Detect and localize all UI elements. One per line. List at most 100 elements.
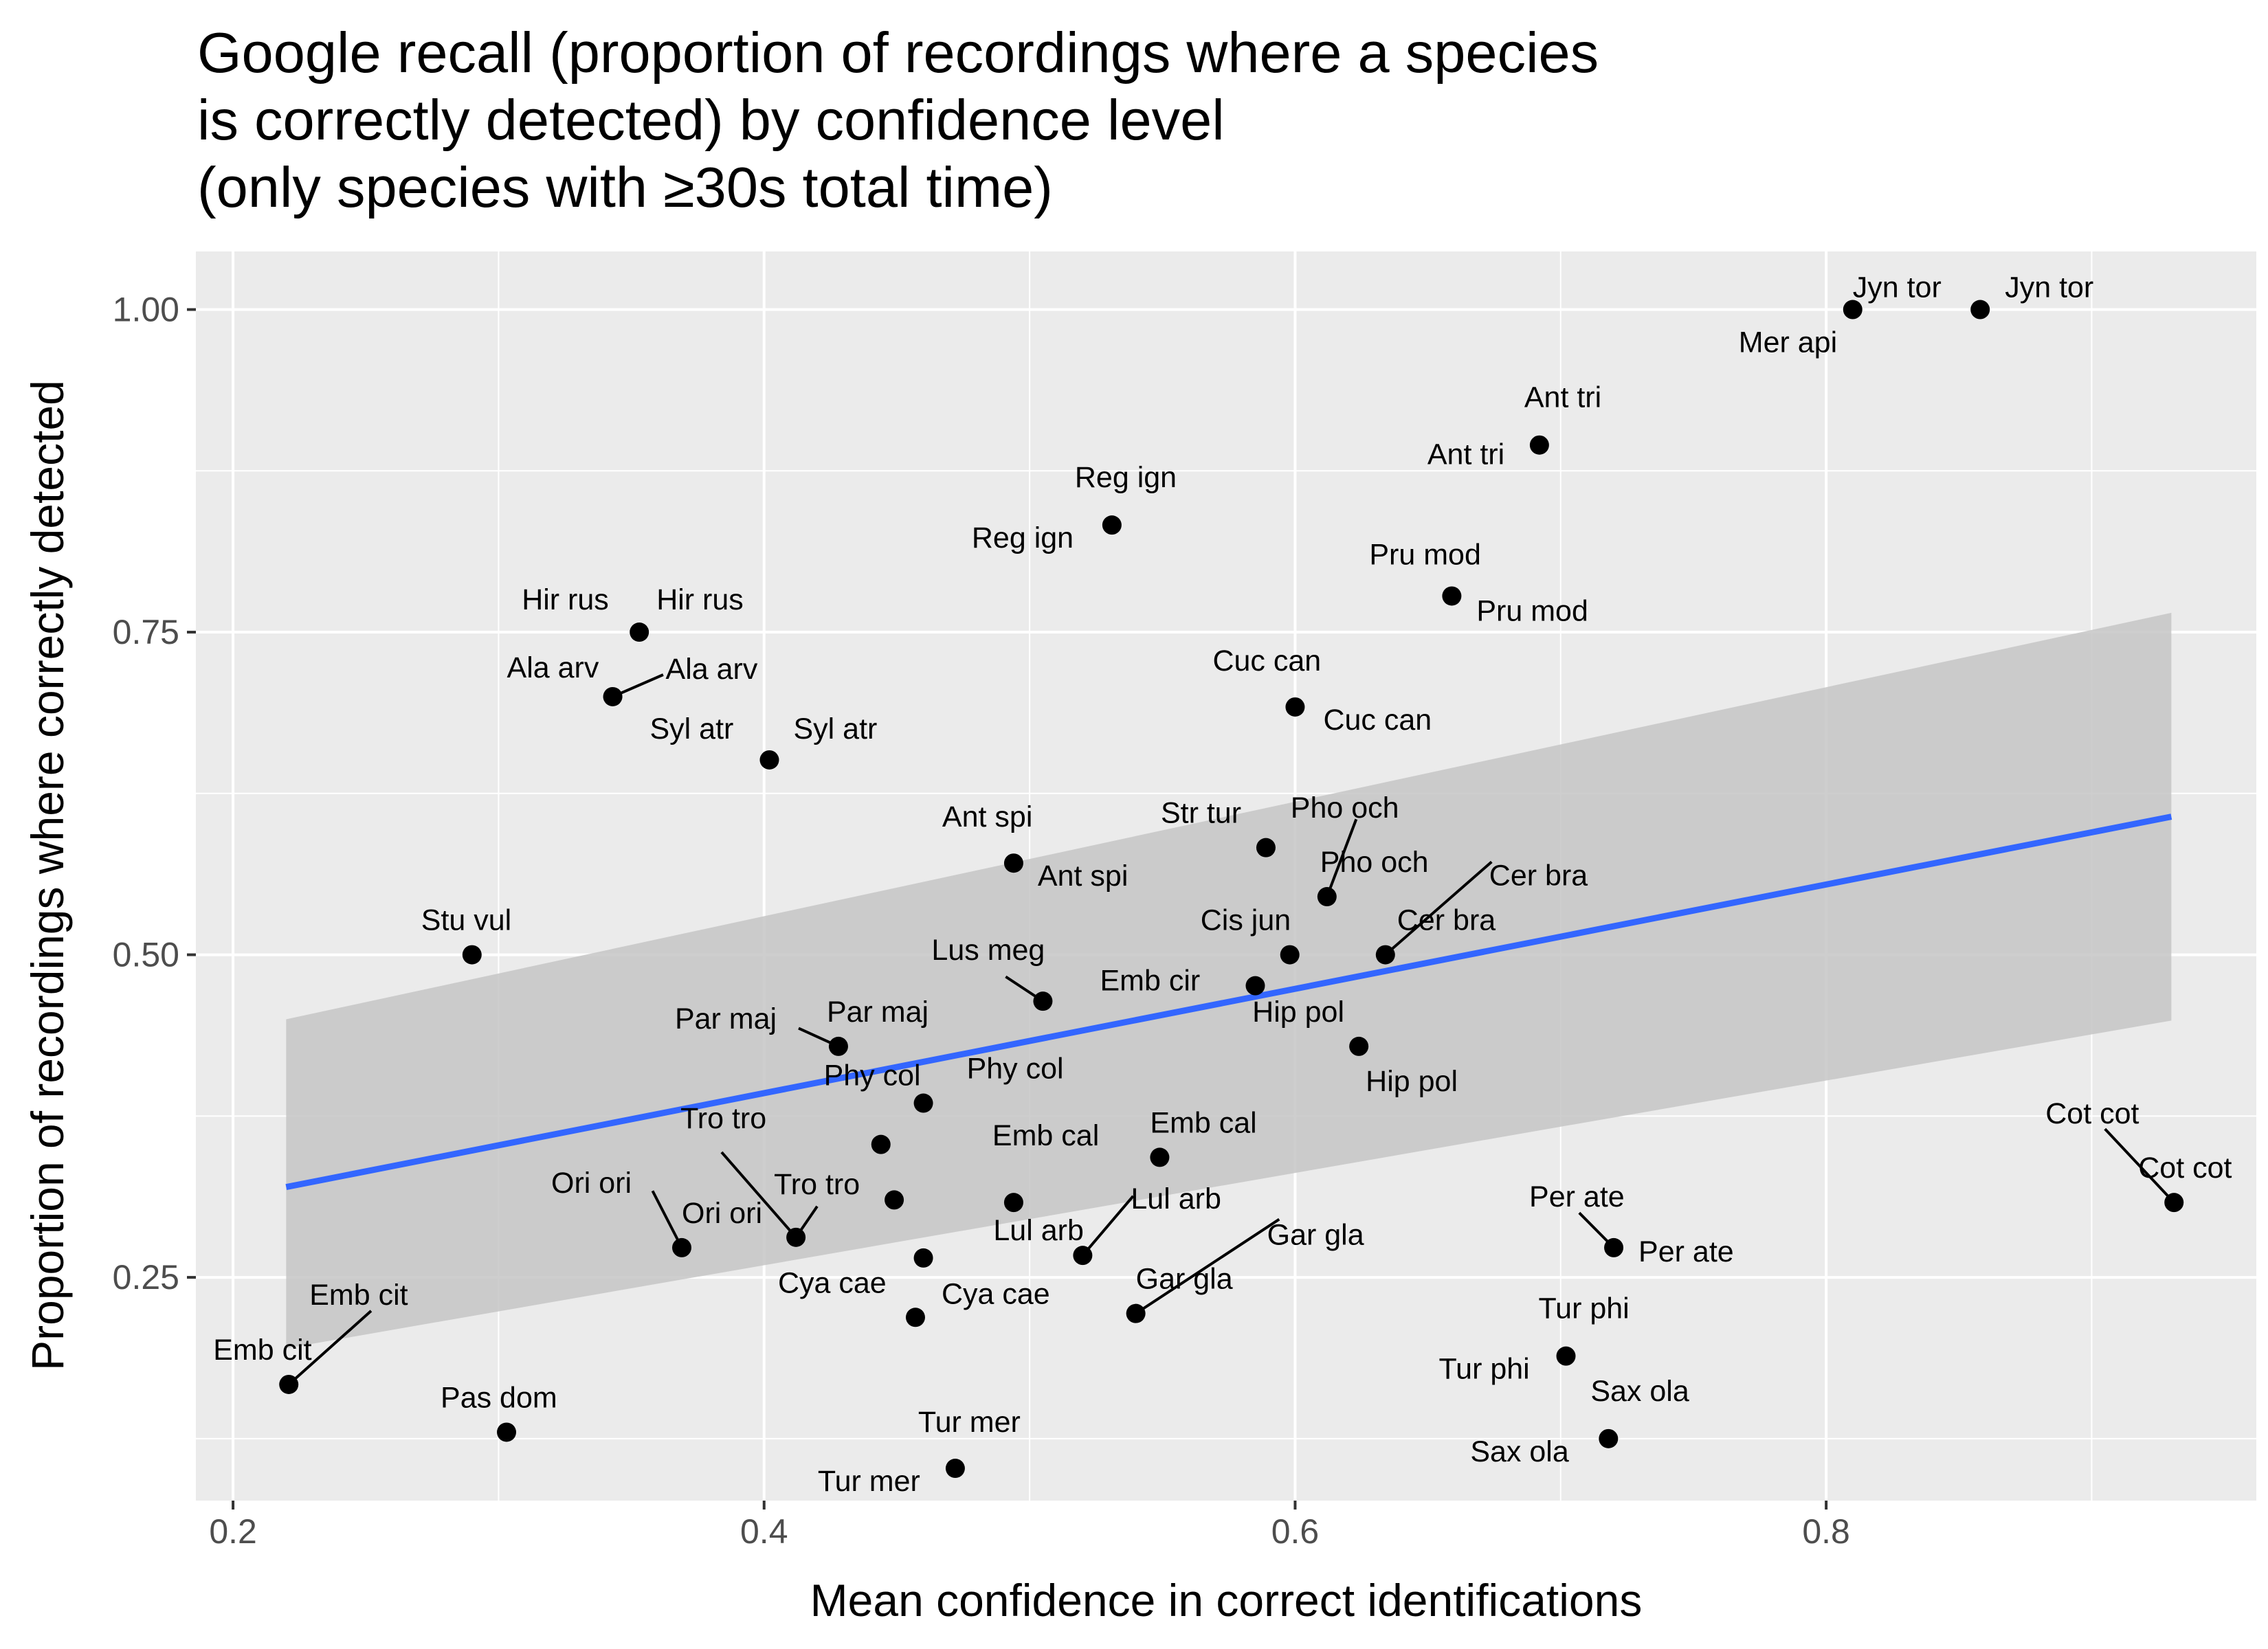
data-point: [1285, 697, 1305, 717]
x-tick-label: 0.2: [209, 1512, 257, 1551]
point-label: Cot cot: [2045, 1097, 2139, 1130]
point-label: Reg ign: [1075, 461, 1177, 494]
point-label: Ori ori: [551, 1167, 632, 1200]
point-label: Str tur: [1161, 797, 1241, 830]
point-label: Cya cae: [942, 1277, 1050, 1310]
point-label: Par maj: [827, 996, 929, 1029]
point-label: Lul arb: [1131, 1182, 1221, 1215]
point-label: Emb cir: [1100, 965, 1200, 998]
point-label: Emb cal: [992, 1119, 1099, 1152]
leader-line: [1384, 860, 1493, 956]
data-point: [1349, 1036, 1369, 1056]
point-label: Ant tri: [1524, 381, 1601, 414]
point-label: Ant tri: [1427, 438, 1504, 471]
chart-title-line-1: Google recall (proportion of recordings …: [197, 21, 1599, 85]
leader-line: [1325, 818, 1358, 897]
data-point: [945, 1459, 965, 1479]
chart-title-line-3: (only species with ≥30s total time): [197, 155, 1053, 219]
data-point: [462, 945, 482, 965]
data-point: [1529, 435, 1549, 455]
data-point: [905, 1308, 925, 1327]
data-point: [1256, 838, 1276, 857]
point-label: Jyn tor: [2005, 271, 2093, 304]
point-labels: Jyn tor Jyn tor Mer api Ant tri Ant tri Reg i…: [213, 271, 2232, 1499]
point-label: Par maj: [675, 1002, 777, 1035]
data-point: [759, 750, 779, 770]
leader-line: [720, 1151, 797, 1239]
point-label: Pas dom: [441, 1381, 557, 1414]
leader-line: [287, 1310, 373, 1386]
point-label: Cya cae: [778, 1266, 887, 1299]
data-point: [1970, 300, 1990, 319]
point-label: Hir rus: [656, 583, 744, 616]
point-label: Ala arv: [666, 653, 758, 686]
data-point: [1126, 1303, 1146, 1323]
data-point: [497, 1422, 517, 1442]
data-point: [1843, 300, 1863, 319]
y-tick-label: 0.75: [113, 613, 179, 651]
data-point: [1280, 945, 1300, 965]
x-tick-label: 0.6: [1271, 1512, 1320, 1551]
point-label: Tur mer: [818, 1465, 920, 1498]
point-label: Emb cit: [213, 1334, 311, 1367]
point-label: Hip pol: [1252, 996, 1344, 1029]
data-point: [1599, 1428, 1619, 1448]
point-label: Tur phi: [1439, 1353, 1530, 1386]
y-axis-label: Proportion of recordings where correctly…: [22, 380, 73, 1371]
point-label: Per ate: [1638, 1235, 1734, 1268]
point-label: Cot cot: [2138, 1152, 2232, 1185]
data-point: [2164, 1193, 2184, 1213]
major-gridlines: [196, 251, 2256, 1501]
point-label: Ala arv: [507, 651, 599, 684]
data-point: [1102, 515, 1122, 535]
data-point: [1073, 1246, 1093, 1266]
point-label: Cuc can: [1212, 644, 1321, 677]
point-label: Pru mod: [1476, 594, 1588, 627]
point-label: Tur phi: [1539, 1292, 1630, 1325]
point-label: Lul arb: [993, 1214, 1083, 1247]
data-point: [603, 686, 623, 706]
point-label: Pru mod: [1369, 538, 1481, 571]
y-tick-label: 0.50: [113, 936, 179, 974]
trend-line: [285, 814, 2172, 1191]
point-label: Syl atr: [649, 713, 733, 745]
data-point: [1003, 1193, 1023, 1213]
data-point: [1442, 586, 1462, 606]
data-point: [672, 1237, 692, 1257]
point-label: Cuc can: [1323, 704, 1432, 737]
point-label: Stu vul: [421, 904, 511, 937]
point-label: Ori ori: [682, 1197, 762, 1230]
y-tick-label: 1.00: [113, 291, 179, 329]
point-label: Pho och: [1291, 792, 1399, 824]
x-tick-label: 0.4: [740, 1512, 788, 1551]
data-point: [786, 1227, 806, 1247]
y-tick-label: 0.25: [113, 1258, 179, 1297]
data-point: [1003, 853, 1023, 873]
point-label: Jyn tor: [1853, 271, 1942, 304]
leader-line: [651, 1190, 683, 1248]
point-label: Hir rus: [522, 583, 609, 616]
point-label: Sax ola: [1590, 1375, 1689, 1408]
x-axis-label: Mean confidence in correct identificatio…: [810, 1575, 1643, 1626]
data-point: [1556, 1346, 1576, 1366]
point-label: Phy col: [967, 1053, 1064, 1086]
point-label: Lus meg: [931, 934, 1045, 967]
y-axis: 0.25 0.50 0.75 1.00: [113, 291, 196, 1297]
point-label: Mer api: [1739, 326, 1837, 359]
point-label: Cer bra: [1397, 904, 1496, 937]
data-points: [279, 300, 2184, 1479]
point-label: Emb cal: [1150, 1106, 1256, 1139]
point-label: Tro tro: [680, 1102, 766, 1135]
point-label: Sax ola: [1470, 1435, 1569, 1468]
point-label: Cer bra: [1489, 860, 1588, 893]
data-point: [1317, 887, 1337, 907]
point-label: Cis jun: [1201, 904, 1291, 937]
point-label: Ant spi: [942, 800, 1032, 833]
point-label: Tur mer: [918, 1406, 1021, 1439]
confidence-band: [286, 612, 2172, 1349]
leader-line: [1135, 1218, 1280, 1315]
point-label: Pho och: [1320, 846, 1429, 879]
point-label: Gar gla: [1136, 1263, 1233, 1296]
data-point: [1245, 976, 1265, 996]
data-point: [885, 1190, 904, 1210]
